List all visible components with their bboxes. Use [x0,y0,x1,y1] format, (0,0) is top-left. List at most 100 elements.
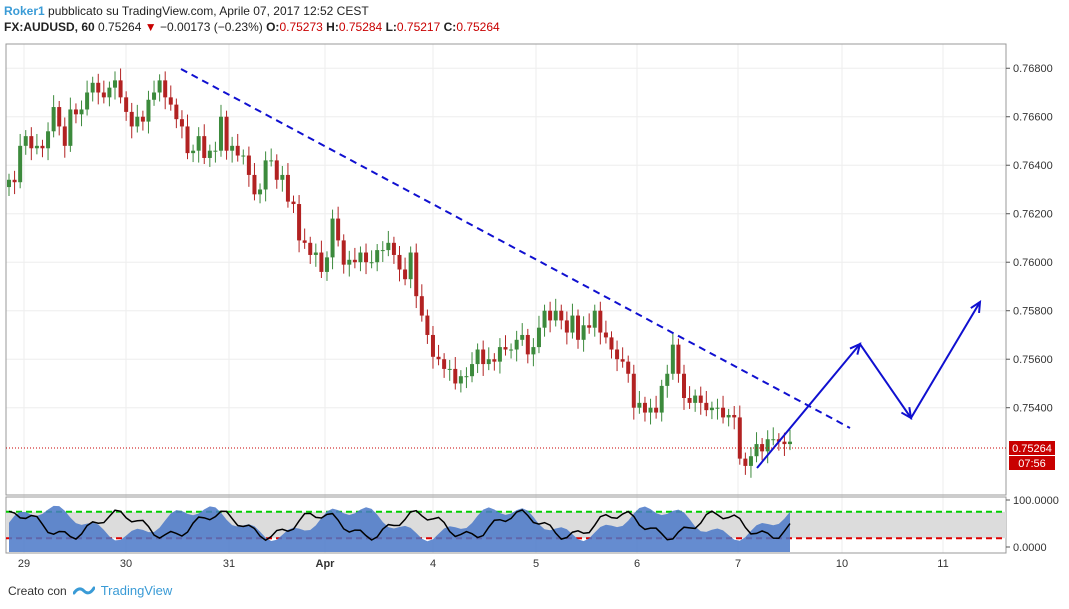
x-tick-label: 5 [533,558,539,570]
tradingview-brand[interactable]: TradingView [100,583,173,598]
created-with-label: Creato con [8,583,67,598]
candle-body [135,116,140,127]
candle-body [754,444,759,457]
candle-body [263,160,268,190]
candle-body [470,364,475,377]
candles [7,68,792,478]
candle-body [436,356,441,360]
candle-body [196,136,201,151]
candle-body [687,398,692,403]
osc-tick-label: 0.0000 [1013,542,1047,554]
candle-body [73,109,78,115]
candle-body [152,92,157,100]
footer: Creato con TradingView [8,583,172,598]
candle-body [29,136,34,149]
candle-body [576,315,581,340]
candle-body [319,252,324,272]
candle-body [447,368,452,370]
arrow-head-icon [970,300,982,314]
candle-body [548,310,553,321]
candle-body [503,347,508,350]
y-tick-label: 0.75800 [1013,306,1053,318]
high-label: H: [326,20,339,34]
tradingview-logo-icon [72,586,95,594]
y-tick-label: 0.75600 [1013,354,1053,366]
candle-body [352,259,357,263]
candle-body [258,189,263,195]
candle-body [771,439,776,441]
candle-body [408,252,413,280]
candle-body [118,80,123,98]
candle-body [375,250,380,263]
publish-line: Roker1 pubblicato su TradingView.com, Ap… [4,3,500,19]
main-pane-border [5,43,1007,496]
candle-body [241,155,246,157]
price-change: −0.00173 (−0.23%) [160,20,263,34]
chart-header: Roker1 pubblicato su TradingView.com, Ap… [4,3,500,35]
author-name[interactable]: Roker1 [4,4,45,18]
candle-body [79,109,84,115]
candle-body [693,395,698,403]
candle-body [51,107,56,132]
open-value: 0.75273 [279,20,323,34]
oscillator-pane: 100.0000 0.0000 [5,495,1059,554]
candle-body [101,92,106,98]
candle-body [140,116,145,122]
candle-body [207,150,212,158]
descending-trendline [180,68,851,429]
candle-body [732,414,737,418]
candle-body [464,376,469,378]
candle-body [218,116,223,151]
candle-body [676,344,681,374]
candle-body [285,174,290,202]
last-price-badge [1009,441,1055,455]
time-axis[interactable]: 29 30 31 Apr 4 5 6 7 10 11 [18,558,949,570]
y-tick-label: 0.76800 [1013,63,1053,75]
candle-body [330,218,335,258]
osc-tick-label: 100.0000 [1013,495,1059,507]
candle-body [609,337,614,350]
candle-body [425,315,430,335]
price-label: 0.75264 07:56 [6,441,1055,470]
candle-body [726,414,731,418]
candle-body [442,359,447,369]
candle-body [246,155,251,175]
candle-body [129,111,134,127]
candle-body [280,174,285,180]
candle-body [191,150,196,154]
y-tick-label: 0.75400 [1013,403,1053,415]
x-tick-label: 6 [634,558,640,570]
candle-body [782,441,787,445]
candle-body [386,242,391,251]
candle-body [403,269,408,280]
candle-body [620,359,625,362]
price-axis[interactable]: 0.76800 0.76600 0.76400 0.76200 0.76000 0.758… [1006,63,1053,415]
candle-body [185,126,190,154]
candle-body [670,344,675,374]
candle-body [509,349,514,351]
candle-body [157,80,162,93]
last-price: 0.75264 [98,20,142,34]
candle-body [709,407,714,411]
candle-body [90,82,95,93]
candle-body [224,116,229,151]
x-tick-label: 7 [735,558,741,570]
x-tick-label: 11 [937,558,948,570]
candle-body [341,240,346,265]
candle-body [682,373,687,399]
candle-body [721,407,726,418]
candle-body [497,347,502,362]
last-price-text: 0.75264 [1012,443,1052,455]
candle-body [174,104,179,120]
candle-body [23,136,28,146]
candle-body [564,320,569,333]
candle-body [235,145,240,156]
low-value: 0.75217 [396,20,441,34]
candle-body [542,310,547,328]
candle-body [18,145,23,183]
candle-body [615,349,620,360]
candle-body [648,407,653,413]
candle-body [252,174,257,195]
candle-body [347,259,352,265]
